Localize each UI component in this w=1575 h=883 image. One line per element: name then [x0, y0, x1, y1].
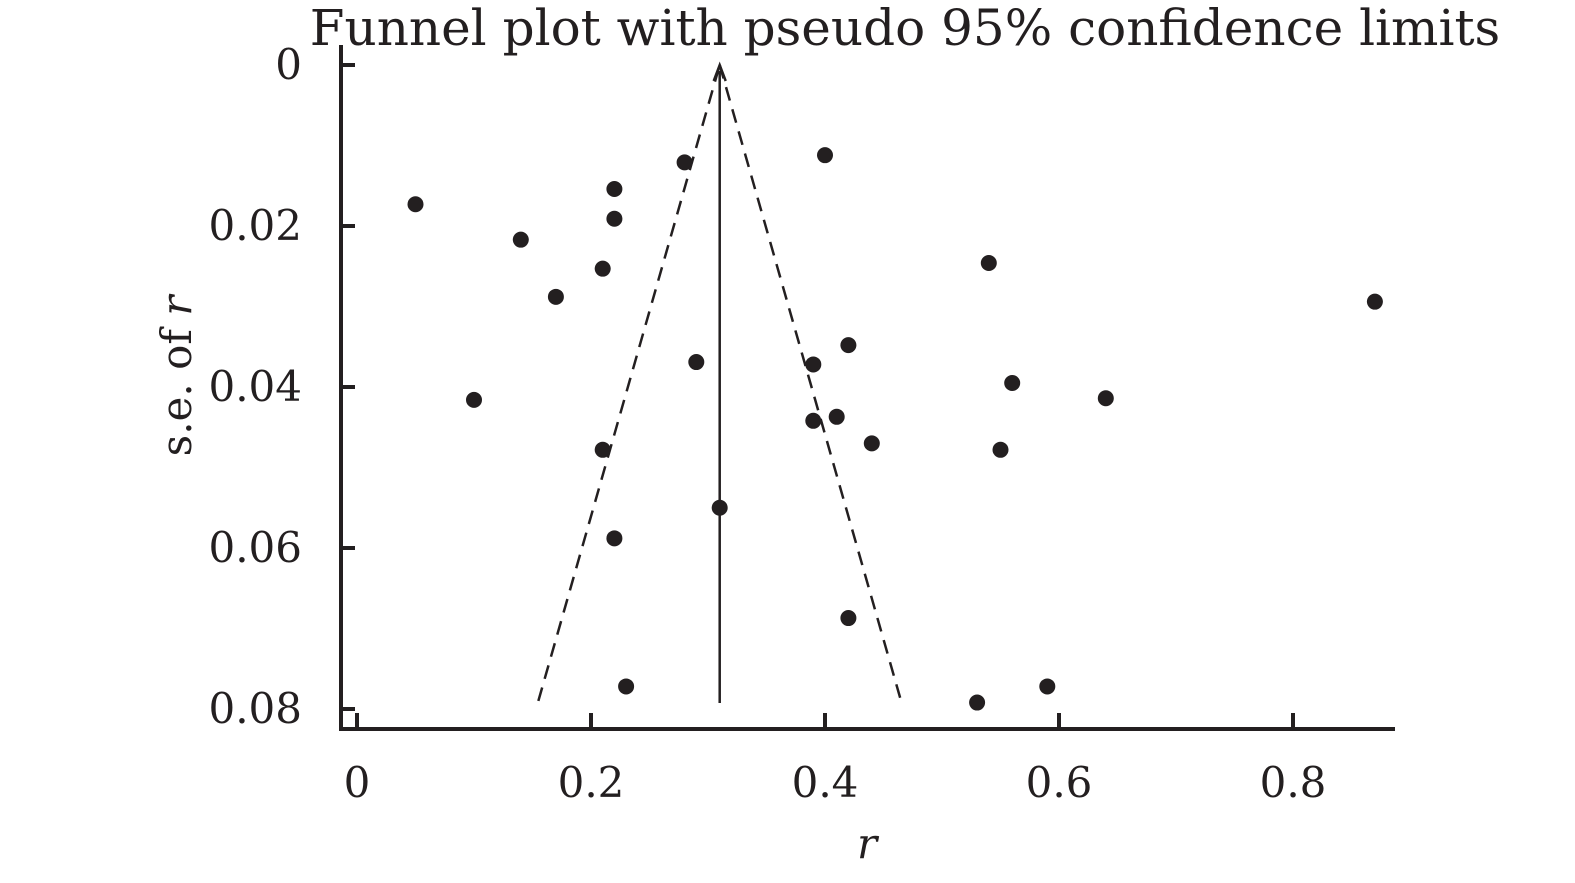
data-point [980, 255, 997, 272]
upper-confidence-limit [718, 64, 903, 702]
data-point [512, 231, 529, 248]
y-tick-label: 0.06 [208, 523, 302, 572]
data-point [676, 154, 693, 171]
data-points [407, 147, 1383, 711]
data-point [1004, 374, 1021, 391]
data-point [606, 180, 623, 197]
y-axis-label-var: r [152, 293, 201, 316]
data-point [606, 530, 623, 547]
funnel-limits [537, 61, 903, 703]
y-tick-label: 0.04 [208, 362, 302, 411]
x-axis-ticks: 0 0.2 0.4 0.6 0.8 [344, 713, 1327, 807]
data-point [1039, 678, 1056, 695]
y-axis-label-prefix: s.e. of [152, 316, 201, 457]
data-point [992, 441, 1009, 458]
data-point [407, 196, 424, 213]
data-point [863, 435, 880, 452]
x-axis-label: r [857, 819, 880, 868]
x-tick-label: 0.2 [558, 758, 625, 807]
data-point [711, 499, 728, 516]
data-point [840, 337, 857, 354]
data-point [594, 441, 611, 458]
y-axis-ticks: 0 0.02 0.04 0.06 0.08 [208, 40, 355, 733]
data-point [688, 354, 705, 371]
data-point [805, 412, 822, 429]
x-tick-label: 0 [344, 758, 371, 807]
data-point [594, 260, 611, 277]
data-point [817, 147, 833, 164]
x-tick-label: 0.4 [792, 758, 859, 807]
y-tick-label: 0.02 [208, 201, 302, 250]
pooled-estimate-arrowhead [712, 61, 727, 82]
y-tick-label: 0 [275, 40, 302, 89]
data-point [606, 210, 623, 227]
data-point [1366, 293, 1383, 310]
chart-title: Funnel plot with pseudo 95% confidence l… [310, 0, 1500, 57]
data-point [618, 678, 635, 695]
x-tick-label: 0.6 [1026, 758, 1093, 807]
x-tick-label: 0.8 [1260, 758, 1327, 807]
lower-confidence-limit [537, 64, 721, 702]
y-axis-label: s.e. of r [152, 293, 201, 457]
data-point [840, 610, 857, 627]
data-point [969, 694, 986, 711]
x-axis-label-var: r [857, 819, 880, 868]
y-tick-label: 0.08 [208, 684, 302, 733]
data-point [466, 391, 482, 408]
data-point [547, 288, 564, 305]
data-point [1097, 390, 1114, 407]
data-point [805, 356, 822, 373]
data-point [828, 408, 845, 425]
